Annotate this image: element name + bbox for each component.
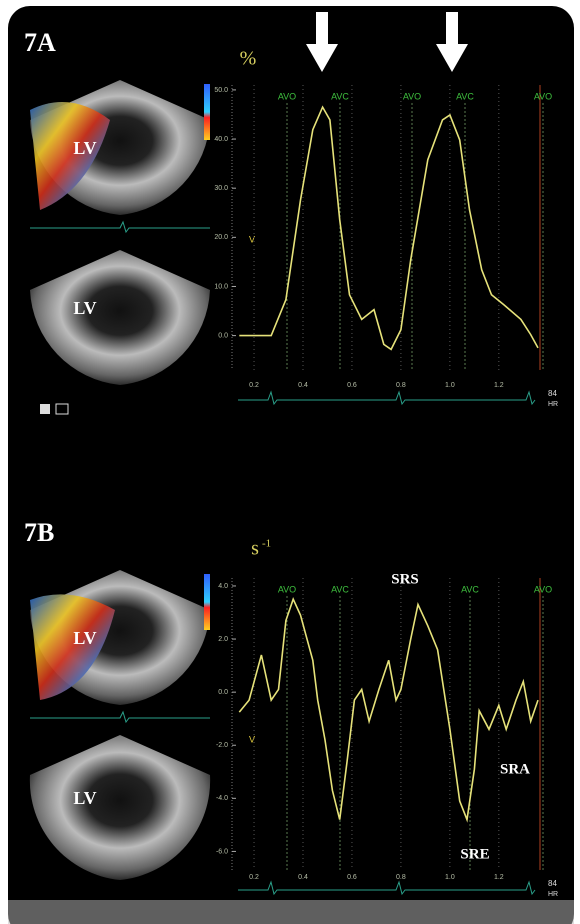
annotation: AVO <box>534 91 552 101</box>
y-unit-sup: -1 <box>262 538 271 550</box>
annotation: SRS <box>391 571 419 587</box>
y-tick-label: 0.0 <box>218 689 228 696</box>
hr-unit: HR <box>548 401 558 408</box>
x-tick-label: 0.4 <box>298 382 308 389</box>
annotation: SRE <box>460 846 489 862</box>
y-tick-label: 2.0 <box>218 636 228 643</box>
hr-value: 84 <box>548 879 557 888</box>
hr-value: 84 <box>548 389 557 398</box>
y-tick-label: 0.0 <box>218 332 228 339</box>
marker-label: V <box>249 234 255 244</box>
image-label: LV <box>73 298 96 318</box>
figure: 7A% LV LV V 0.0 10.0 20.0 30.0 40.0 50.0 0.2 0.4 0.6… <box>0 0 580 924</box>
annotation: AVO <box>403 91 421 101</box>
y-tick-label: 20.0 <box>214 234 228 241</box>
x-tick-label: 1.0 <box>445 382 455 389</box>
annotation: AVC <box>331 91 349 101</box>
y-tick-label: 10.0 <box>214 283 228 290</box>
panel-label: 7B <box>24 518 54 547</box>
y-tick-label: -2.0 <box>216 742 228 749</box>
y-tick-label: 30.0 <box>214 185 228 192</box>
y-tick-label: 50.0 <box>214 87 228 94</box>
annotation: AVC <box>461 584 479 594</box>
y-tick-label: -6.0 <box>216 848 228 855</box>
y-tick-label: 4.0 <box>218 583 228 590</box>
panel-label: 7A <box>24 28 56 57</box>
x-tick-label: 1.2 <box>494 382 504 389</box>
y-unit: % <box>240 48 257 70</box>
x-tick-label: 0.8 <box>396 382 406 389</box>
image-label: LV <box>73 138 96 158</box>
y-tick-label: -4.0 <box>216 795 228 802</box>
annotation: AVO <box>534 584 552 594</box>
annotation: AVO <box>278 584 296 594</box>
annotation: AVO <box>278 91 296 101</box>
y-unit: s <box>251 538 259 560</box>
x-tick-label: 0.2 <box>249 874 259 881</box>
image-label: LV <box>73 628 96 648</box>
bottom-strip <box>8 900 574 924</box>
annotation: SRA <box>500 761 530 777</box>
x-tick-label: 0.2 <box>249 382 259 389</box>
x-tick-label: 0.6 <box>347 382 357 389</box>
image-label: LV <box>73 788 96 808</box>
x-tick-label: 0.6 <box>347 874 357 881</box>
annotation: AVC <box>456 91 474 101</box>
x-tick-label: 1.0 <box>445 874 455 881</box>
x-tick-label: 1.2 <box>494 874 504 881</box>
x-tick-label: 0.8 <box>396 874 406 881</box>
x-tick-label: 0.4 <box>298 874 308 881</box>
annotation: AVC <box>331 584 349 594</box>
hr-unit: HR <box>548 891 558 898</box>
y-tick-label: 40.0 <box>214 136 228 143</box>
